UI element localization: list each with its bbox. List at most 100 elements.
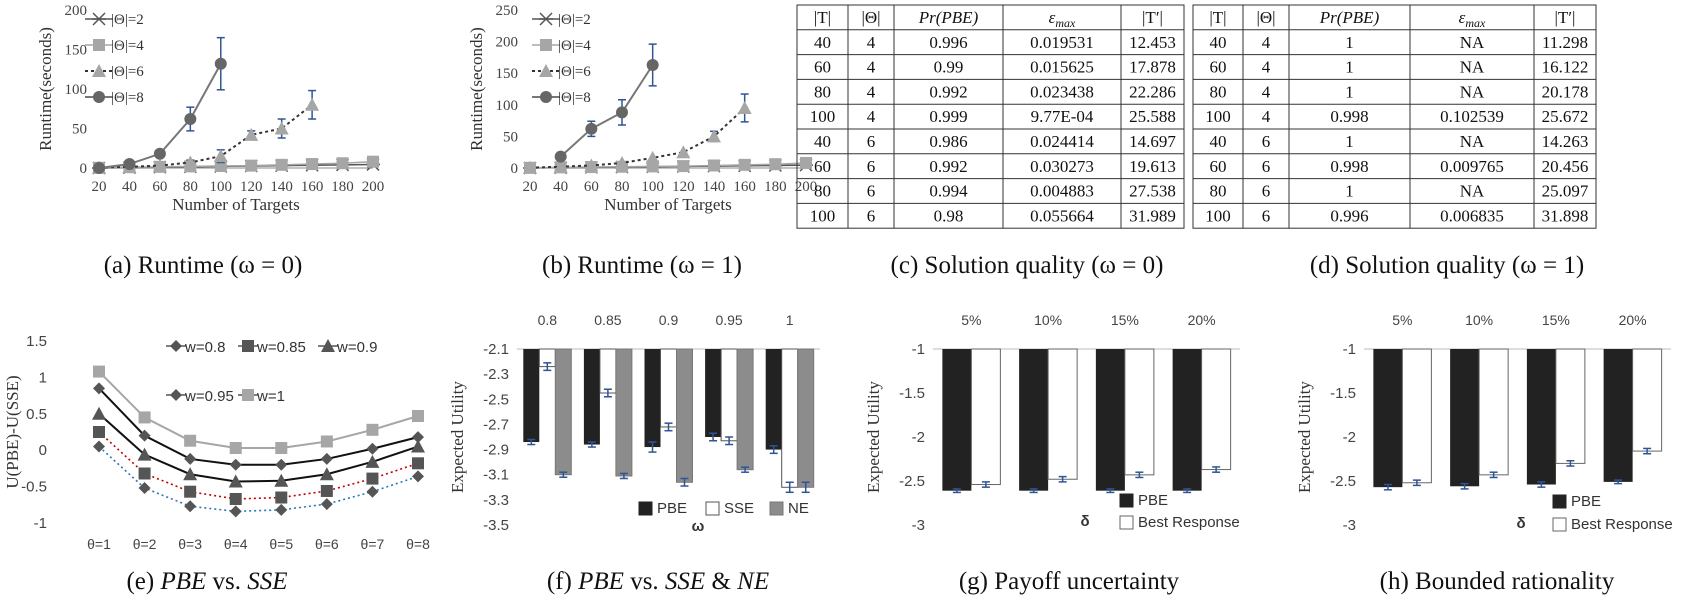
data-point — [320, 498, 333, 511]
data-point — [93, 382, 105, 395]
legend-swatch — [1119, 515, 1134, 530]
data-point — [93, 162, 105, 174]
bar — [644, 349, 661, 448]
error-bar — [664, 422, 673, 432]
data-point — [366, 442, 379, 455]
data-point — [707, 129, 721, 143]
bar — [1019, 349, 1049, 491]
error-bar — [801, 481, 810, 494]
legend-label: PBE — [657, 500, 687, 517]
legend-label: w=0.8 — [184, 339, 225, 356]
legend-label: |Θ|=8 — [558, 90, 591, 106]
error-bar — [1566, 460, 1575, 467]
y-tick-label: 0 — [511, 161, 519, 177]
series-line — [559, 64, 654, 158]
y-tick-label: 1 — [39, 369, 47, 386]
legend-marker — [92, 12, 106, 26]
x-tick-label: 40 — [122, 179, 137, 195]
y-tick-label: 100 — [496, 98, 519, 114]
legend-swatch — [769, 501, 784, 516]
bar — [1401, 348, 1432, 484]
table-cell: 4 — [867, 33, 876, 52]
data-point — [275, 442, 288, 455]
caption-b-part: (b) Runtime (ω = 1) — [542, 252, 742, 279]
table-cell: 1 — [1345, 58, 1354, 77]
x-tick-label: 120 — [672, 179, 695, 195]
y-axis-label: Runtime(seconds) — [36, 27, 55, 151]
error-bar — [1383, 483, 1392, 491]
bar — [1047, 348, 1078, 480]
legend-marker — [539, 12, 553, 26]
table-cell: NA — [1460, 82, 1485, 101]
series-line — [98, 413, 419, 483]
bar — [765, 349, 782, 450]
table-cell: 1 — [1345, 182, 1354, 201]
y-tick-label: -2.9 — [483, 442, 509, 459]
x-tick-label: 180 — [331, 179, 354, 195]
table-header: Pr(PBE) — [918, 8, 979, 27]
x-tick-label: 140 — [270, 179, 293, 195]
table-cell: 0.986 — [929, 132, 967, 151]
table-cell: 1 — [1345, 82, 1354, 101]
y-tick-label: 150 — [496, 66, 519, 82]
table-cell: 31.898 — [1542, 206, 1589, 225]
y-tick-label: -1.5 — [1330, 385, 1356, 402]
data-point — [769, 158, 782, 171]
y-tick-label: -2.5 — [1330, 473, 1356, 490]
data-point — [229, 492, 242, 505]
data-point — [184, 113, 197, 126]
bar — [720, 348, 738, 442]
legend-marker — [93, 91, 105, 103]
y-tick-label: -1 — [912, 341, 925, 358]
table-cell: 1 — [1345, 33, 1354, 52]
error-bar — [1643, 447, 1652, 455]
y-axis-label: Runtime(seconds) — [467, 27, 486, 151]
bar — [705, 349, 722, 437]
error-bar — [680, 477, 689, 487]
data-point — [554, 150, 567, 163]
y-tick-label: -2.5 — [483, 391, 509, 408]
error-bar — [603, 388, 612, 398]
x-tick-label: θ=4 — [224, 536, 248, 552]
bar — [797, 348, 815, 488]
table-header: |Θ| — [1256, 8, 1275, 27]
data-point — [93, 365, 105, 378]
data-point — [229, 505, 242, 518]
table-cell: 60 — [814, 157, 831, 176]
caption-e-part: SSE — [247, 568, 287, 595]
data-point — [305, 97, 320, 111]
caption-f-part: SSE — [665, 568, 705, 595]
table-cell: 0.023438 — [1030, 82, 1094, 101]
x-tick-label: 180 — [764, 179, 787, 195]
bar — [1526, 349, 1556, 485]
caption-g: (g) Payoff uncertainty — [959, 568, 1180, 595]
table-cell: 0.999 — [929, 107, 967, 126]
error-bar — [587, 441, 596, 448]
bar — [523, 349, 540, 443]
data-point — [319, 467, 334, 481]
legend-marker — [540, 91, 552, 103]
data-point — [584, 158, 599, 172]
y-axis-label: U(PBE)-U(SSE) — [3, 375, 22, 488]
bar — [583, 349, 600, 445]
data-point — [123, 158, 136, 171]
legend-swatch — [1552, 494, 1567, 509]
data-point — [228, 474, 243, 488]
x-tick-label: 80 — [183, 179, 198, 195]
table-cell: 6 — [867, 182, 876, 201]
x-tick-label: 0.85 — [594, 312, 621, 328]
legend-swatch — [705, 501, 720, 516]
table-header: |T′| — [1142, 8, 1163, 27]
data-point — [676, 145, 691, 159]
x-tick-label: 200 — [795, 179, 818, 195]
table-cell: 17.878 — [1129, 58, 1176, 77]
y-tick-label: -1 — [34, 515, 47, 532]
table-cell: NA — [1460, 33, 1485, 52]
error-bar — [1614, 479, 1623, 485]
data-point — [92, 406, 106, 420]
caption-f-part: NE — [736, 568, 769, 595]
data-point — [645, 150, 660, 164]
legend-label: NE — [788, 500, 809, 517]
table-cell: 6 — [867, 132, 876, 151]
